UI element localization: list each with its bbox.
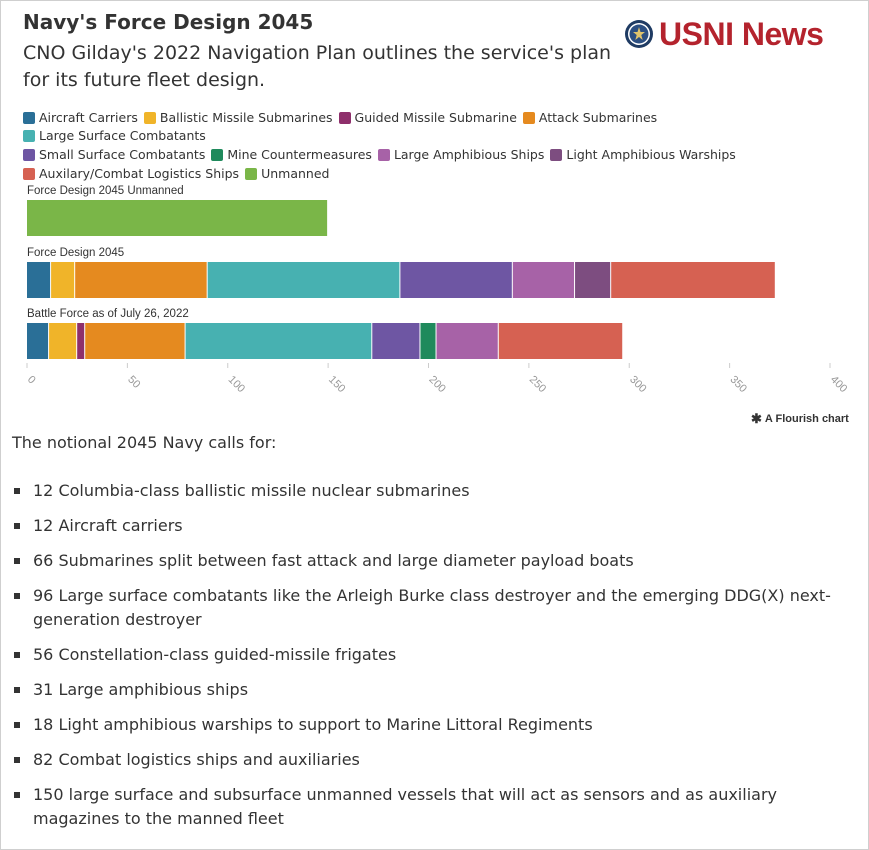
usni-news-logo[interactable]: USNI News	[624, 16, 824, 52]
bar-segment[interactable]	[498, 323, 623, 359]
legend-item[interactable]: Ballistic Missile Submarines	[143, 109, 333, 126]
bar-segment[interactable]	[27, 323, 49, 359]
chart-title: Navy's Force Design 2045	[23, 10, 314, 34]
list-item: 150 large surface and subsurface unmanne…	[12, 783, 832, 831]
legend-item[interactable]: Large Surface Combatants	[23, 127, 206, 144]
legend-swatch	[522, 111, 535, 124]
list-item: 12 Columbia-class ballistic missile nucl…	[12, 479, 832, 503]
flourish-asterisk-icon: ✱	[751, 411, 762, 426]
x-tick-label: 350	[728, 374, 749, 395]
legend-label: Aircraft Carriers	[39, 110, 138, 125]
navy-seal-icon	[625, 20, 653, 48]
bar-segment[interactable]	[75, 262, 207, 298]
logo-text: USNI News	[659, 16, 824, 52]
bar-segment[interactable]	[372, 323, 420, 359]
legend-swatch	[338, 111, 351, 124]
legend-swatch	[23, 111, 35, 124]
bar-segment[interactable]	[400, 262, 512, 298]
list-item: 18 Light amphibious warships to support …	[12, 713, 832, 737]
x-tick-label: 50	[125, 374, 142, 391]
flourish-label: A Flourish chart	[764, 413, 849, 425]
bar-segment[interactable]	[27, 262, 51, 298]
stacked-bar-chart: Force Design 2045 Unmanned Force Design 2…	[25, 185, 849, 395]
bar-segment[interactable]	[207, 262, 400, 298]
legend-swatch	[377, 148, 390, 161]
legend-item[interactable]: Aircraft Carriers	[23, 109, 138, 126]
legend-swatch	[211, 148, 224, 161]
x-tick-label: 250	[527, 374, 548, 395]
legend-swatch	[245, 167, 258, 180]
legend-item[interactable]: Light Amphibious Warships	[550, 146, 736, 163]
legend-label: Large Surface Combatants	[39, 128, 206, 143]
category-label: Force Design 2045	[27, 247, 124, 259]
legend-label: Large Amphibious Ships	[393, 147, 545, 162]
x-tick-label: 300	[627, 374, 648, 395]
legend-item[interactable]: Guided Missile Submarine	[338, 109, 517, 126]
bar-segment[interactable]	[27, 200, 328, 236]
bar-segment[interactable]	[575, 262, 611, 298]
legend-swatch	[23, 167, 35, 180]
legend-label: Ballistic Missile Submarines	[159, 110, 333, 125]
legend-label: Small Surface Combatants	[39, 147, 206, 162]
legend-swatch	[23, 148, 35, 161]
x-tick-label: 100	[226, 374, 247, 395]
list-item: 66 Submarines split between fast attack …	[12, 549, 832, 573]
intro-text: The notional 2045 Navy calls for:	[12, 433, 277, 452]
x-tick-label: 200	[426, 374, 447, 395]
x-tick-label: 0	[25, 374, 38, 387]
chart-legend: Aircraft Carriers Ballistic Missile Subma…	[23, 109, 843, 182]
bar-segment[interactable]	[85, 323, 185, 359]
bar-segment[interactable]	[77, 323, 85, 359]
list-item: 82 Combat logistics ships and auxiliarie…	[12, 748, 832, 772]
category-label: Battle Force as of July 26, 2022	[27, 308, 189, 320]
legend-item[interactable]: Large Amphibious Ships	[377, 146, 545, 163]
legend-label: Unmanned	[261, 166, 330, 181]
legend-label: Auxilary/Combat Logistics Ships	[39, 166, 240, 181]
bar-segment[interactable]	[185, 323, 372, 359]
legend-label: Guided Missile Submarine	[354, 110, 517, 125]
x-tick-label: 150	[326, 374, 347, 395]
legend-label: Attack Submarines	[538, 110, 658, 125]
bar-segment[interactable]	[611, 262, 775, 298]
flourish-credit[interactable]: ✱ A Flourish chart	[751, 411, 849, 427]
legend-label: Light Amphibious Warships	[566, 147, 736, 162]
legend-item[interactable]: Unmanned	[245, 165, 329, 182]
chart-subtitle: CNO Gilday's 2022 Navigation Plan outlin…	[23, 42, 612, 91]
legend-item[interactable]: Small Surface Combatants	[23, 146, 205, 163]
bar-segment[interactable]	[512, 262, 575, 298]
list-item: 96 Large surface combatants like the Arl…	[12, 584, 832, 632]
bar-segment[interactable]	[51, 262, 75, 298]
legend-item[interactable]: Mine Countermeasures	[211, 146, 372, 163]
legend-item[interactable]: Attack Submarines	[522, 109, 658, 126]
list-item: 56 Constellation-class guided-missile fr…	[12, 643, 832, 667]
list-item: 12 Aircraft carriers	[12, 514, 832, 538]
bar-segment[interactable]	[436, 323, 498, 359]
x-tick-label: 400	[828, 374, 849, 395]
legend-item[interactable]: Auxilary/Combat Logistics Ships	[23, 165, 239, 182]
legend-swatch	[550, 148, 563, 161]
legend-label: Mine Countermeasures	[227, 147, 372, 162]
list-item: 31 Large amphibious ships	[12, 678, 832, 702]
bar-segment[interactable]	[49, 323, 77, 359]
bar-segment[interactable]	[420, 323, 436, 359]
fleet-list: 12 Columbia-class ballistic missile nucl…	[12, 479, 832, 831]
category-label: Force Design 2045 Unmanned	[27, 185, 184, 197]
legend-swatch	[143, 111, 156, 124]
legend-swatch	[23, 129, 35, 142]
